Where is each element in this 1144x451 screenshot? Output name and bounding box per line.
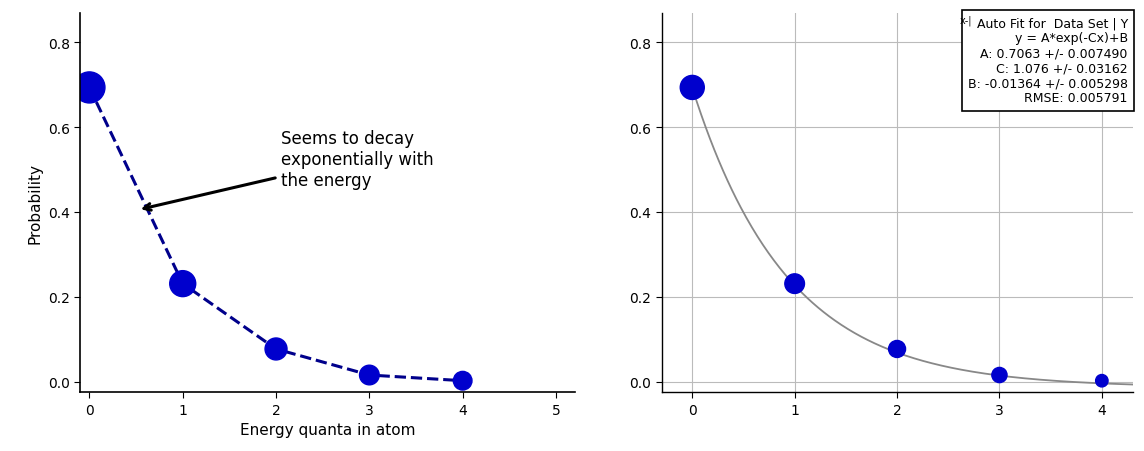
Y-axis label: Probability: Probability <box>27 162 42 244</box>
Point <box>267 345 285 353</box>
Point <box>991 372 1009 379</box>
Point <box>174 281 192 288</box>
Point <box>786 281 804 288</box>
Point <box>80 85 98 92</box>
X-axis label: Energy quanta in atom: Energy quanta in atom <box>239 422 415 437</box>
Point <box>360 372 379 379</box>
Text: Seems to decay
exponentially with
the energy: Seems to decay exponentially with the en… <box>144 130 434 211</box>
Point <box>683 85 701 92</box>
Point <box>888 345 906 353</box>
Text: Auto Fit for  Data Set | Y
y = A*exp(-Cx)+B
A: 0.7063 +/- 0.007490
C: 1.076 +/- : Auto Fit for Data Set | Y y = A*exp(-Cx)… <box>968 17 1128 105</box>
Text: x-|: x-| <box>959 15 971 26</box>
Point <box>1093 377 1111 384</box>
Point <box>453 377 471 384</box>
